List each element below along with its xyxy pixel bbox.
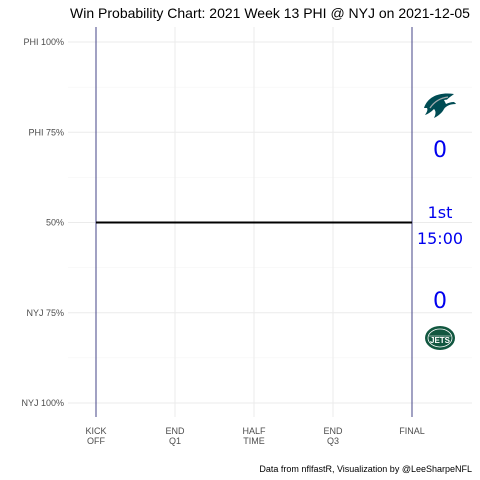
game-quarter: 1st xyxy=(428,203,453,222)
jets-logo: JETS xyxy=(425,326,455,350)
eagles-logo xyxy=(424,93,456,118)
chart-title: Win Probability Chart: 2021 Week 13 PHI … xyxy=(70,5,470,21)
chart-caption: Data from nflfastR, Visualization by @Le… xyxy=(259,464,472,474)
jets-wordmark: JETS xyxy=(430,336,451,345)
x-tick-label: END Q1 xyxy=(165,426,185,446)
x-tick-label: KICK OFF xyxy=(85,426,106,446)
y-tick-label: PHI 75% xyxy=(28,127,64,137)
bottom-team-score: 0 xyxy=(433,289,447,314)
y-tick-label: NYJ 75% xyxy=(26,308,64,318)
y-tick-label: NYJ 100% xyxy=(21,398,64,408)
y-axis-ticks: PHI 100% PHI 75% 50% NYJ 75% NYJ 100% xyxy=(21,37,64,408)
x-tick-label: FINAL xyxy=(399,426,425,436)
x-tick-label: HALF TIME xyxy=(242,426,266,446)
y-tick-label: PHI 100% xyxy=(23,37,64,47)
y-tick-label: 50% xyxy=(46,218,64,228)
top-team-score: 0 xyxy=(433,138,447,163)
game-clock: 15:00 xyxy=(417,229,463,248)
x-axis-ticks: KICK OFF END Q1 HALF TIME END Q3 FINAL xyxy=(85,426,424,446)
x-tick-label: END Q3 xyxy=(323,426,343,446)
